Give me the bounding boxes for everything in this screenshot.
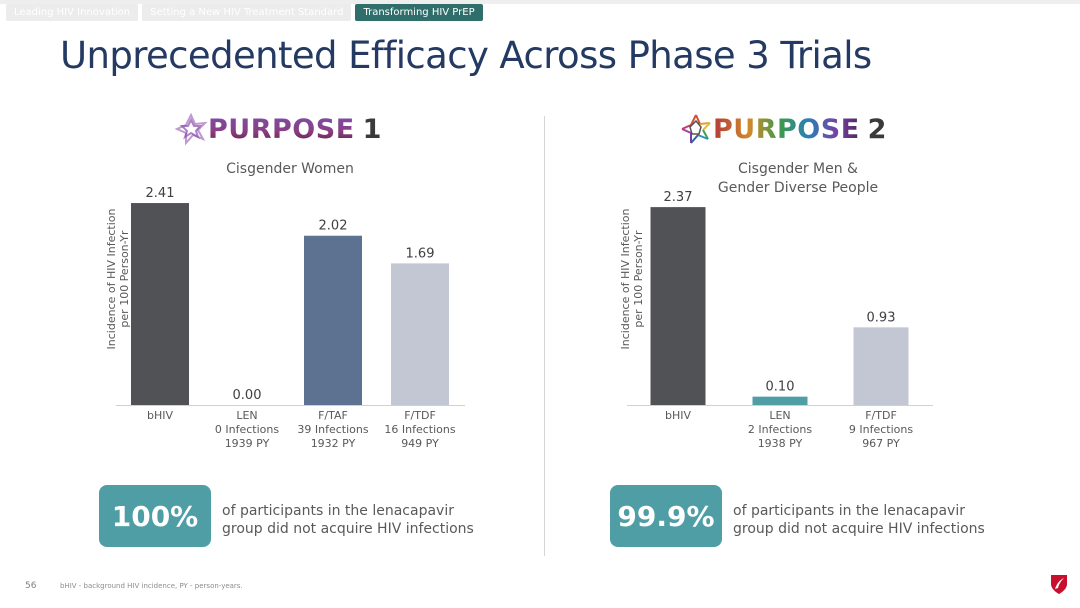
x-tick-label: F/TDF 16 Infections 949 PY	[375, 409, 465, 451]
data-label: 0.93	[867, 310, 896, 325]
logo-word: PURPOSE	[208, 113, 355, 145]
stat-text-line: of participants in the lenacapavir	[222, 503, 454, 519]
data-label: 0.00	[233, 388, 262, 403]
x-tick-label-line: bHIV	[664, 409, 692, 422]
x-tick-label-line: 967 PY	[862, 437, 900, 450]
bar-f-taf	[304, 235, 362, 405]
x-tick-label-line: F/TDF	[404, 409, 436, 422]
x-tick-label-line: F/TAF	[318, 409, 348, 422]
panel-2-stat-badge: 99.9%	[610, 485, 722, 547]
x-tick-label-line: 2 Infections	[747, 423, 813, 436]
bar-f-tdf	[853, 327, 909, 405]
bar-bhiv	[131, 203, 189, 405]
panel-1-stat-badge: 100%	[99, 485, 211, 547]
data-label: 1.69	[406, 246, 435, 261]
stat-text-line: group did not acquire HIV infections	[733, 521, 985, 537]
bar-f-tdf	[391, 263, 449, 405]
logo-number: 1	[362, 113, 382, 145]
page-number: 56	[25, 581, 37, 591]
purpose-2-logo: PURPOSE 2	[679, 112, 886, 146]
slide-title: Unprecedented Efficacy Across Phase 3 Tr…	[60, 34, 872, 77]
tab-transforming-hiv-prep[interactable]: Transforming HIV PrEP	[355, 4, 483, 21]
subtitle-line: Gender Diverse People	[717, 180, 879, 196]
logo-word: PURPOSE	[713, 113, 860, 145]
top-strip	[0, 0, 1080, 4]
panel-2-stat-text: of participants in the lenacapavir group…	[733, 502, 985, 538]
tab-leading-hiv-innovation[interactable]: Leading HIV Innovation	[6, 4, 139, 21]
bar-len	[752, 396, 808, 405]
x-tick-label-line: 1932 PY	[310, 437, 356, 450]
x-tick-label: F/TDF 9 Infections 967 PY	[836, 409, 926, 451]
x-tick-label-line: LEN	[769, 409, 791, 422]
panel-1-subtitle: Cisgender Women	[190, 160, 390, 179]
subtitle-line: Cisgender Men &	[738, 161, 858, 177]
chart-2: 2.37 0.10 0.93	[627, 190, 933, 406]
panel-divider	[544, 116, 545, 556]
x-tick-label-line: 1938 PY	[757, 437, 803, 450]
stat-text-line: group did not acquire HIV infections	[222, 521, 474, 537]
purpose-1-logo: PURPOSE 1	[174, 112, 381, 146]
x-tick-label-line: bHIV	[146, 409, 174, 422]
x-tick-label-line: 949 PY	[401, 437, 439, 450]
tab-new-hiv-treatment-standard[interactable]: Setting a New HIV Treatment Standard	[142, 4, 352, 21]
x-tick-label-line: F/TDF	[865, 409, 897, 422]
section-tabs: Leading HIV Innovation Setting a New HIV…	[6, 4, 483, 21]
company-shield-logo-icon	[1051, 575, 1067, 594]
logo-number: 2	[867, 113, 887, 145]
x-tick-label-line: 1939 PY	[224, 437, 270, 450]
x-tick-label-line: 39 Infections	[297, 423, 369, 436]
data-label: 2.41	[146, 186, 175, 201]
x-tick-label-line: 9 Infections	[848, 423, 914, 436]
x-tick-label: F/TAF 39 Infections 1932 PY	[288, 409, 378, 451]
x-tick-label: LEN 2 Infections 1938 PY	[735, 409, 825, 451]
x-tick-label-line: 16 Infections	[384, 423, 456, 436]
panel-1-stat-text: of participants in the lenacapavir group…	[222, 502, 474, 538]
purpose-star-icon	[681, 114, 711, 144]
data-label: 2.02	[319, 219, 348, 234]
subtitle-line: Cisgender Women	[226, 161, 354, 177]
data-label: 0.10	[766, 380, 795, 395]
x-tick-label: LEN 0 Infections 1939 PY	[202, 409, 292, 451]
x-tick-label: bHIV	[633, 409, 723, 423]
footnote: bHIV - background HIV incidence, PY - pe…	[60, 582, 243, 590]
x-tick-label-line: LEN	[236, 409, 258, 422]
panel-2-subtitle: Cisgender Men & Gender Diverse People	[698, 160, 898, 198]
data-label: 2.37	[664, 190, 693, 205]
x-tick-label: bHIV	[115, 409, 205, 423]
chart-1: 2.41 0.00 2.02 1.69	[116, 186, 465, 406]
bar-bhiv	[650, 207, 706, 405]
purpose-star-icon	[174, 112, 208, 146]
stat-text-line: of participants in the lenacapavir	[733, 503, 965, 519]
x-tick-label-line: 0 Infections	[214, 423, 280, 436]
